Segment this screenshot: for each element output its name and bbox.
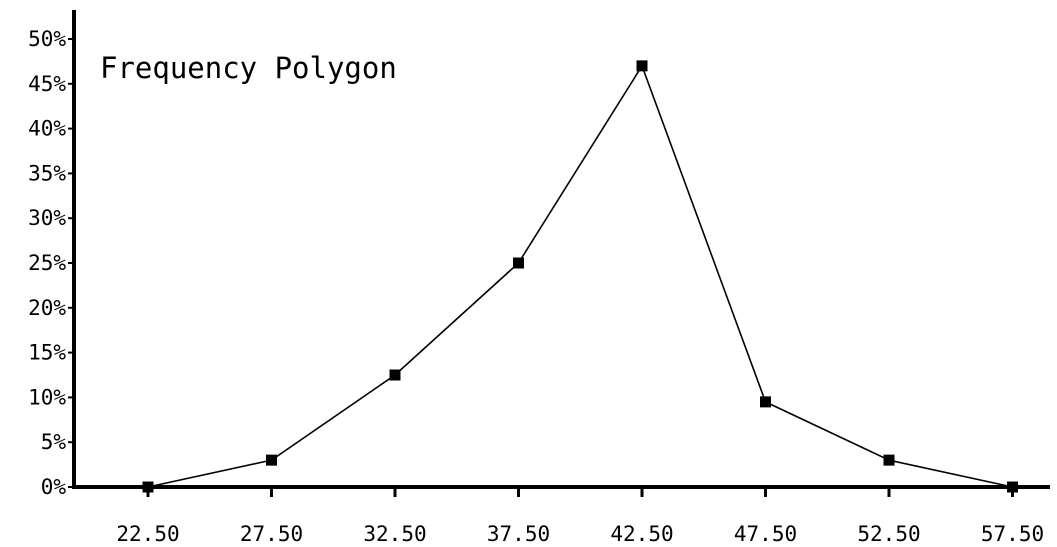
data-point-marker: [760, 396, 771, 408]
y-tick-label: 25%: [28, 251, 66, 275]
x-tick-label: 27.50: [240, 522, 303, 546]
x-tick-label: 37.50: [487, 522, 550, 546]
x-tick-label: 32.50: [363, 522, 426, 546]
y-tick-label: 10%: [28, 385, 66, 409]
y-tick-label: 40%: [28, 117, 66, 141]
data-point-marker: [883, 454, 895, 466]
x-axis-ticks: 22.50 27.50 32.50 37.50 42.50 47.50 52.50 57.50: [116, 487, 1044, 546]
y-tick-label: 45%: [28, 72, 66, 96]
x-tick-label: 22.50: [116, 522, 179, 546]
y-tick-label: 20%: [28, 296, 66, 320]
x-tick-label: 47.50: [734, 522, 797, 546]
x-tick-label: 42.50: [610, 522, 673, 546]
data-point-marker: [1007, 481, 1018, 493]
chart-title: Frequency Polygon: [100, 51, 397, 85]
x-tick-label: 57.50: [981, 522, 1044, 546]
data-point-marker: [513, 257, 524, 269]
y-tick-label: 50%: [28, 27, 66, 51]
y-tick-label: 30%: [28, 206, 66, 230]
data-point-marker: [142, 481, 154, 493]
data-point-marker: [636, 60, 648, 72]
data-point-marker: [266, 454, 277, 466]
y-tick-label: 0%: [41, 475, 67, 499]
series-line: [147, 64, 1013, 488]
data-point-marker: [389, 369, 401, 381]
y-tick-label: 15%: [28, 341, 66, 365]
x-tick-label: 52.50: [857, 522, 920, 546]
y-tick-label: 35%: [28, 161, 66, 185]
y-tick-label: 5%: [41, 430, 67, 454]
data-point-markers: [142, 60, 1018, 493]
y-axis-ticks: 0% 5% 10% 15% 20% 25% 30% 35% 40% 45% 50%: [28, 27, 74, 499]
